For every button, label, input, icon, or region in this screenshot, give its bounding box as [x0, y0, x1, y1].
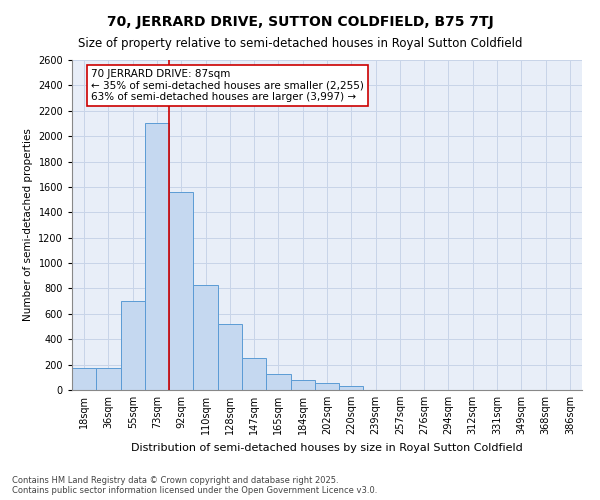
Bar: [169, 192, 193, 390]
Text: Size of property relative to semi-detached houses in Royal Sutton Coldfield: Size of property relative to semi-detach…: [78, 38, 522, 51]
Bar: [121, 301, 145, 390]
Bar: [339, 386, 364, 390]
Bar: [218, 324, 242, 390]
Bar: [193, 284, 218, 390]
Text: Contains HM Land Registry data © Crown copyright and database right 2025.
Contai: Contains HM Land Registry data © Crown c…: [12, 476, 377, 495]
Text: 70 JERRARD DRIVE: 87sqm
← 35% of semi-detached houses are smaller (2,255)
63% of: 70 JERRARD DRIVE: 87sqm ← 35% of semi-de…: [91, 69, 364, 102]
Y-axis label: Number of semi-detached properties: Number of semi-detached properties: [23, 128, 32, 322]
Bar: [266, 374, 290, 390]
Text: 70, JERRARD DRIVE, SUTTON COLDFIELD, B75 7TJ: 70, JERRARD DRIVE, SUTTON COLDFIELD, B75…: [107, 15, 493, 29]
Bar: [72, 368, 96, 390]
Bar: [242, 358, 266, 390]
Bar: [96, 368, 121, 390]
Bar: [290, 380, 315, 390]
Bar: [315, 383, 339, 390]
X-axis label: Distribution of semi-detached houses by size in Royal Sutton Coldfield: Distribution of semi-detached houses by …: [131, 442, 523, 452]
Bar: [145, 124, 169, 390]
